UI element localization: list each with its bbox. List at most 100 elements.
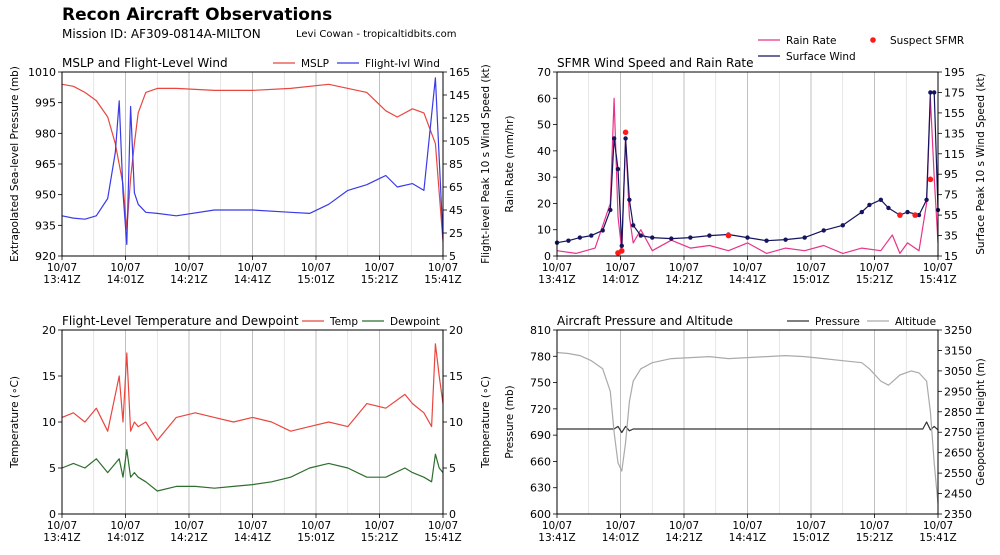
y-tick-label: 1010 [28, 66, 56, 79]
chart-title: Flight-Level Temperature and Dewpoint [62, 314, 299, 328]
x-tick-time: 15:41Z [919, 274, 956, 286]
y-axis-label: Temperature (∘C) [9, 376, 21, 469]
x-tick-date: 10/07 [237, 262, 267, 274]
y-right-tick-label: 3150 [944, 344, 972, 357]
x-tick-date: 10/07 [47, 262, 77, 274]
x-tick-time: 14:41Z [234, 274, 271, 286]
x-tick-time: 14:41Z [729, 274, 766, 286]
surface-wind-points [554, 90, 941, 248]
y-right-axis-label: Geopotential Height (m) [975, 358, 987, 486]
y-right-tick-label: 85 [449, 158, 463, 171]
y-right-tick-label: 75 [944, 189, 958, 202]
y-right-tick-label: 35 [944, 230, 958, 243]
y-right-tick-label: 45 [449, 204, 463, 217]
x-tick-label: 10/07 14:21Z [665, 262, 702, 286]
x-tick-date: 10/07 [732, 262, 762, 274]
legend-label: Temp [329, 316, 358, 328]
surface-wind-point [764, 238, 769, 243]
x-tick-label: 10/07 15:01Z [297, 262, 334, 286]
x-tick-date: 10/07 [605, 262, 635, 274]
legend-rain-rate: Rain Rate [758, 35, 837, 47]
legend-surface-wind: Surface Wind [758, 51, 856, 63]
y-right-tick-label: 20 [449, 324, 463, 337]
x-tick-time: 14:41Z [234, 532, 271, 544]
y-right-axis-label: Temperature (∘C) [480, 376, 492, 469]
y-tick-label: 15 [42, 370, 56, 383]
x-tick-time: 13:41Z [43, 532, 80, 544]
x-tick-date: 10/07 [542, 520, 572, 532]
y-tick-label: 20 [42, 324, 56, 337]
legend-label: Surface Wind [786, 51, 856, 63]
legend-temp: Temp [302, 316, 358, 328]
surface-wind-point [821, 228, 826, 233]
y-right-axis-label: Surface Peak 10 s Wind Speed (kt) [975, 73, 987, 254]
surface-wind-point [650, 235, 655, 240]
plot-frame [61, 71, 444, 257]
y-right-tick-label: 95 [944, 168, 958, 181]
y-right-tick-label: 15 [944, 250, 958, 263]
y-tick-label: 980 [35, 127, 56, 140]
y-tick-label: 10 [42, 416, 56, 429]
surface-wind-point [707, 233, 712, 238]
x-tick-date: 10/07 [174, 262, 204, 274]
x-tick-label: 10/07 13:41Z [538, 262, 575, 286]
legend-label: Rain Rate [786, 35, 837, 47]
y-right-tick-label: 165 [449, 66, 470, 79]
surface-wind-point [931, 90, 937, 95]
x-tick-label: 10/07 13:41Z [538, 520, 575, 544]
series-dewpoint [61, 449, 444, 492]
x-tick-date: 10/07 [669, 262, 699, 274]
y-tick-label: 810 [530, 324, 551, 337]
y-right-tick-label: 2750 [944, 426, 972, 439]
x-tick-time: 14:21Z [170, 274, 207, 286]
legend-flight-lvl-wind: Flight-lvl Wind [337, 58, 440, 70]
y-right-tick-label: 2650 [944, 447, 972, 460]
x-tick-date: 10/07 [542, 262, 572, 274]
x-tick-time: 15:41Z [424, 274, 461, 286]
x-tick-time: 15:41Z [424, 532, 461, 544]
surface-wind-point [638, 233, 644, 238]
x-tick-time: 14:01Z [602, 274, 639, 286]
legend-suspect-sfmr: Suspect SFMR [870, 35, 964, 47]
y-right-tick-label: 145 [449, 89, 470, 102]
x-tick-date: 10/07 [110, 262, 140, 274]
y-tick-label: 10 [537, 224, 551, 237]
x-tick-time: 15:01Z [792, 532, 829, 544]
y-right-tick-label: 15 [449, 370, 463, 383]
surface-wind-point [631, 223, 636, 228]
y-right-tick-label: 55 [944, 209, 958, 222]
y-right-tick-label: 2550 [944, 467, 972, 480]
surface-wind-point [859, 209, 864, 215]
x-tick-date: 10/07 [364, 262, 394, 274]
x-tick-label: 10/07 15:41Z [919, 520, 956, 544]
y-tick-label: 920 [35, 250, 56, 263]
y-tick-label: 720 [530, 403, 551, 416]
y-right-tick-label: 115 [944, 148, 965, 161]
y-tick-label: 965 [35, 158, 56, 171]
x-tick-label: 10/07 15:01Z [792, 262, 829, 286]
y-tick-label: 780 [530, 350, 551, 363]
y-tick-label: 60 [537, 92, 551, 105]
y-right-tick-label: 3250 [944, 324, 972, 337]
x-tick-time: 15:21Z [856, 532, 893, 544]
x-tick-label: 10/07 14:41Z [729, 520, 766, 544]
surface-wind-point [589, 233, 594, 238]
surface-wind-point [802, 235, 807, 240]
x-tick-date: 10/07 [669, 520, 699, 532]
x-tick-date: 10/07 [47, 520, 77, 532]
y-tick-label: 935 [35, 219, 56, 232]
surface-wind-point [886, 205, 891, 211]
x-tick-time: 15:01Z [297, 532, 334, 544]
series-mslp [61, 83, 444, 242]
x-tick-label: 10/07 15:01Z [792, 520, 829, 544]
y-right-axis-label: Flight-level Peak 10 s Wind Speed (kt) [480, 64, 492, 264]
x-tick-time: 14:01Z [602, 532, 639, 544]
y-right-tick-label: 25 [449, 227, 463, 240]
x-tick-date: 10/07 [605, 520, 635, 532]
surface-wind-point [867, 202, 872, 208]
legend-mslp: MSLP [273, 58, 329, 70]
y-right-tick-label: 135 [944, 127, 965, 140]
